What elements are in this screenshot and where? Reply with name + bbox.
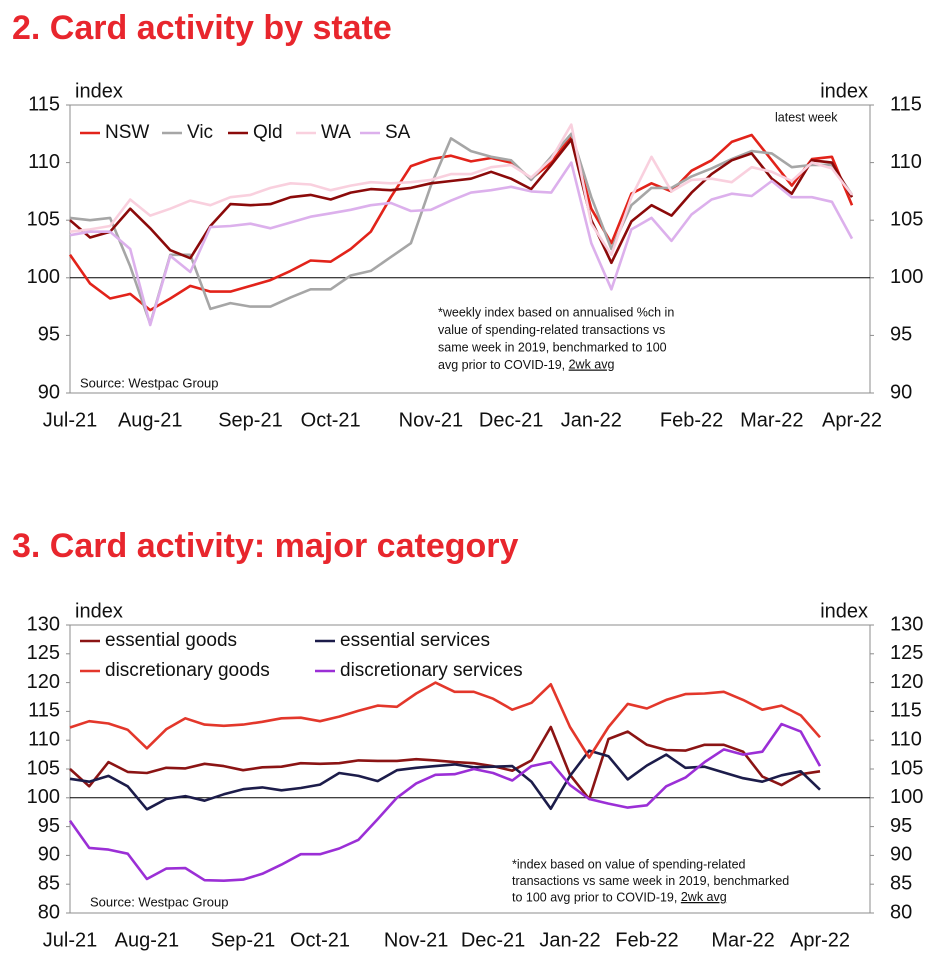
- y-tick-label: 110: [28, 151, 60, 173]
- x-tick-label: Apr-22: [822, 409, 882, 431]
- series-line: [68, 133, 854, 312]
- y-tick-label: 90: [38, 381, 60, 403]
- y2-axis-label: index: [820, 600, 868, 622]
- y2-tick-label: 80: [890, 901, 912, 923]
- legend-label: WA: [321, 122, 351, 143]
- x-tick-label: Jul-21: [43, 929, 97, 951]
- note-underlined: 2wk avg: [569, 358, 615, 372]
- y2-tick-label: 110: [890, 728, 922, 750]
- note-underlined: 2wk avg: [681, 890, 727, 904]
- y-tick-label: 95: [38, 815, 60, 837]
- legend-label: essential services: [340, 630, 490, 651]
- y-tick-label: 105: [27, 757, 60, 779]
- y2-tick-label: 95: [890, 324, 912, 346]
- note-line: value of spending-related transactions v…: [438, 323, 665, 337]
- x-tick-label: Jan-22: [539, 929, 600, 951]
- legend-label: discretionary services: [340, 660, 523, 681]
- legend-label: Qld: [253, 122, 283, 143]
- y-tick-label: 100: [27, 786, 60, 808]
- legend-label: SA: [385, 122, 411, 143]
- note-line: *index based on value of spending-relate…: [512, 857, 746, 871]
- series-line: [69, 132, 854, 326]
- series-line: [69, 161, 854, 327]
- y2-tick-label: 90: [890, 844, 912, 866]
- note-line: transactions vs same week in 2019, bench…: [512, 874, 789, 888]
- y2-tick-label: 105: [890, 757, 923, 779]
- legend-label: discretionary goods: [105, 660, 270, 681]
- y-tick-label: 125: [27, 642, 60, 664]
- y-tick-label: 120: [27, 671, 60, 693]
- x-tick-label: Aug-21: [115, 929, 180, 951]
- x-tick-label: Apr-22: [790, 929, 850, 951]
- y2-tick-label: 110: [890, 151, 922, 173]
- x-tick-label: Aug-21: [118, 409, 183, 431]
- note-line: to 100 avg prior to COVID-19, 2wk avg: [512, 890, 727, 904]
- x-tick-label: Nov-21: [384, 929, 448, 951]
- y-axis-label: index: [75, 600, 123, 622]
- y-tick-label: 105: [27, 208, 60, 230]
- y2-tick-label: 115: [890, 700, 922, 722]
- plot-frame: [69, 104, 871, 394]
- y2-tick-label: 100: [890, 786, 923, 808]
- series-line: [69, 749, 821, 811]
- y2-axis-label: index: [820, 80, 868, 102]
- series-line: [68, 722, 822, 882]
- series-line: [69, 725, 821, 801]
- x-tick-label: Dec-21: [461, 929, 525, 951]
- annotation: latest week: [775, 110, 838, 124]
- y2-tick-label: 105: [890, 208, 923, 230]
- x-tick-label: Oct-21: [290, 929, 350, 951]
- series-line: [69, 123, 854, 257]
- chart-title: 3. Card activity: major category: [12, 527, 519, 565]
- x-tick-label: Oct-21: [301, 409, 361, 431]
- x-tick-label: Feb-22: [615, 929, 678, 951]
- y2-tick-label: 130: [890, 613, 923, 635]
- x-tick-label: Jul-21: [43, 409, 97, 431]
- y2-tick-label: 120: [890, 671, 923, 693]
- source: Source: Westpac Group: [80, 375, 219, 390]
- note-line: avg prior to COVID-19, 2wk avg: [438, 358, 615, 372]
- x-tick-label: Jan-22: [561, 409, 622, 431]
- x-tick-label: Mar-22: [711, 929, 774, 951]
- y-tick-label: 90: [38, 844, 60, 866]
- x-tick-label: Mar-22: [740, 409, 803, 431]
- y-tick-label: 115: [28, 93, 60, 115]
- source: Source: Westpac Group: [90, 894, 229, 909]
- legend-label: Vic: [187, 122, 213, 143]
- x-tick-label: Feb-22: [660, 409, 723, 431]
- y-tick-label: 115: [28, 700, 60, 722]
- legend-label: essential goods: [105, 630, 237, 651]
- y2-tick-label: 95: [890, 815, 912, 837]
- y-tick-label: 80: [38, 901, 60, 923]
- note-line: same week in 2019, benchmarked to 100: [438, 340, 667, 354]
- x-tick-label: Sep-21: [211, 929, 276, 951]
- y2-tick-label: 115: [890, 93, 922, 115]
- y-tick-label: 100: [27, 266, 60, 288]
- series-line: [69, 681, 821, 759]
- y-tick-label: 95: [38, 324, 60, 346]
- x-tick-label: Nov-21: [399, 409, 463, 431]
- y2-tick-label: 125: [890, 642, 923, 664]
- y2-tick-label: 90: [890, 381, 912, 403]
- y2-tick-label: 85: [890, 872, 912, 894]
- note-line: *weekly index based on annualised %ch in: [438, 305, 674, 319]
- legend-label: NSW: [105, 122, 149, 143]
- y-tick-label: 130: [27, 613, 60, 635]
- y-axis-label: index: [75, 80, 123, 102]
- y2-tick-label: 100: [890, 266, 923, 288]
- x-tick-label: Dec-21: [479, 409, 543, 431]
- series-line: [69, 138, 854, 265]
- y-tick-label: 110: [28, 728, 60, 750]
- y-tick-label: 85: [38, 872, 60, 894]
- chart-title: 2. Card activity by state: [12, 9, 392, 47]
- x-tick-label: Sep-21: [218, 409, 283, 431]
